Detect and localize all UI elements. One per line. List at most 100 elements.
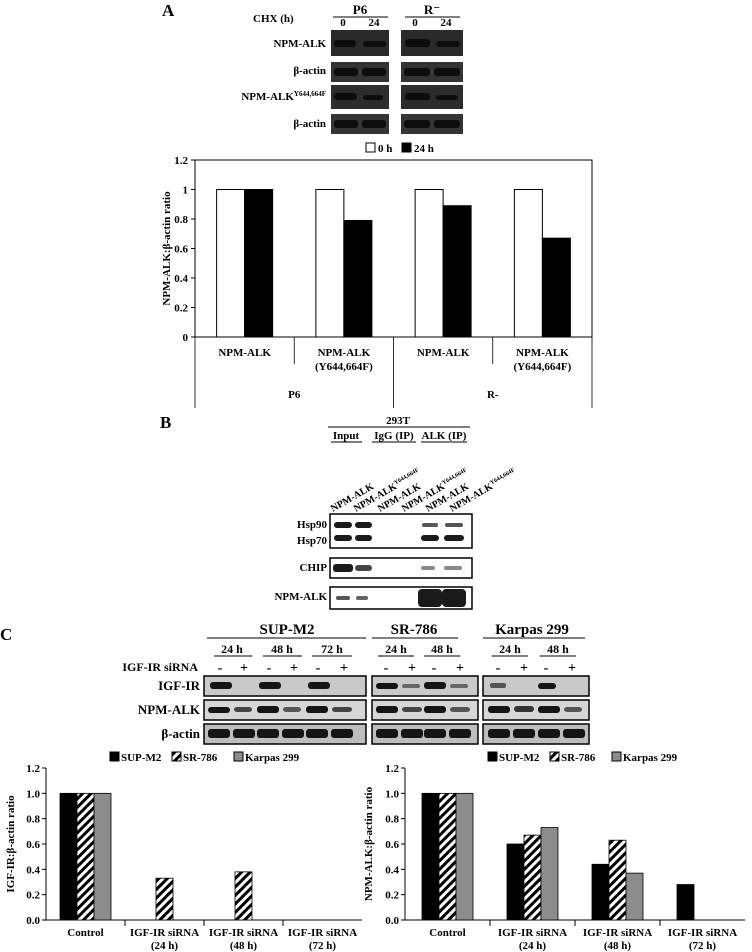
cell-line-293t: 293T [386, 415, 411, 427]
cell-line-supm2: SUP-M2 [260, 622, 315, 638]
legend-swatch [171, 751, 182, 762]
y-tick-label: 1.2 [385, 763, 399, 775]
panel-b-blot-labels: Hsp90 Hsp70 CHIP NPM-ALK [274, 519, 327, 603]
bar [455, 792, 474, 921]
chart-c-igfir: 0.0 0.2 0.4 0.6 0.8 1.0 1.2 IGF-IR:β-actin rati… [5, 751, 362, 952]
y-tick-label: 0.4 [26, 864, 40, 876]
sirna-label: IGF-IR siRNA [122, 660, 198, 674]
legend-label: Karpas 299 [245, 752, 300, 764]
panel-c-timepoints: 24 h 48 h 72 h 24 h 48 h 24 h 48 h [214, 642, 576, 657]
group-label: R- [487, 389, 499, 401]
legend-swatch [401, 142, 412, 153]
legend-swatch [611, 751, 622, 762]
y-tick-label: 0.0 [385, 915, 399, 927]
panel-a-blot-labels: NPM-ALK β-actin NPM-ALKY644,664F β-actin [241, 38, 326, 130]
legend: SUP-M2 SR-786 Karpas 299 [487, 751, 678, 764]
category-label: Control [67, 927, 103, 939]
blot-image [331, 62, 389, 82]
legend-label: Karpas 299 [623, 752, 678, 764]
legend-label: SR-786 [561, 752, 596, 764]
bar [513, 189, 543, 338]
minus-sign: - [384, 661, 389, 676]
y-tick-label: 0.8 [26, 814, 40, 826]
y-tick-label: 1.2 [26, 763, 40, 775]
y-tick-label: 0.2 [174, 303, 188, 315]
timepoint-label: 0 [412, 17, 418, 29]
y-axis-label: NPM-ALK:β-actin ratio [363, 786, 375, 901]
y-tick-label: 0.0 [26, 915, 40, 927]
legend-label: SR-786 [183, 752, 218, 764]
bar [234, 871, 253, 921]
plus-sign: + [340, 661, 348, 676]
category-label: NPM-ALK [218, 347, 271, 359]
blot-label: NPM-ALK [274, 591, 327, 603]
blot-label-superscript: Y644,664F [294, 90, 326, 98]
minus-sign: - [267, 661, 272, 676]
legend-swatch [487, 751, 498, 762]
panel-c-blot-labels: IGF-IR NPM-ALK β-actin [138, 678, 201, 741]
plus-sign: + [290, 661, 298, 676]
panel-b-blots [329, 513, 473, 610]
y-tick-label: 0.2 [385, 890, 399, 902]
blot-label: β-actin [293, 118, 326, 130]
bar [93, 792, 112, 921]
blot-label: NPM-ALK [273, 38, 326, 50]
bar [59, 792, 78, 921]
cell-line-p6: P6 [353, 2, 368, 17]
plus-sign: + [240, 661, 248, 676]
y-axis-label: NPM-ALK:β-actin ratio [161, 191, 173, 306]
bar [421, 792, 440, 921]
legend-swatch [549, 751, 560, 762]
blot-label: CHIP [300, 562, 328, 574]
blot-image [203, 675, 367, 697]
y-tick-label: 0 [183, 332, 189, 344]
timepoint-label: 24 h [499, 642, 521, 656]
group-input: Input [333, 430, 360, 442]
blot-label: β-actin [293, 65, 326, 77]
chx-label: CHX (h) [253, 13, 294, 25]
legend-label: 24 h [414, 143, 434, 155]
bar [506, 843, 525, 921]
y-tick-label: 0.4 [174, 273, 188, 285]
blot-label: IGF-IR [158, 678, 201, 693]
bar [676, 884, 695, 921]
legend-swatch [365, 142, 376, 153]
minus-sign: - [432, 661, 437, 676]
bar [625, 872, 644, 921]
category-sublabel: (48 h) [230, 940, 258, 952]
y-tick-label: 0.6 [26, 839, 40, 851]
legend-swatch [109, 751, 120, 762]
category-sublabel: (Y644,664F) [514, 361, 572, 373]
category-sublabel: (24 h) [151, 940, 179, 952]
plus-sign: + [568, 661, 576, 676]
blot-image [401, 114, 463, 134]
legend-label: 0 h [378, 143, 392, 155]
minus-sign: - [544, 661, 549, 676]
y-axis-label: IGF-IR:β-actin ratio [5, 795, 17, 893]
bar [541, 237, 571, 338]
legend: SUP-M2 SR-786 Karpas 299 [109, 751, 300, 764]
blot-label: NPM-ALKY644,664F [241, 90, 326, 103]
timepoint-label: 48 h [547, 642, 569, 656]
panel-a-letter: A [162, 1, 175, 20]
y-tick-label: 0.6 [174, 244, 188, 256]
y-tick-label: 1.2 [174, 155, 188, 167]
y-tick-label: 1.0 [26, 788, 40, 800]
bar [608, 839, 627, 921]
bar [442, 205, 472, 338]
category-sublabel: (Y644,664F) [315, 361, 373, 373]
panel-c-letter: C [0, 625, 12, 644]
timepoint-label: 72 h [321, 642, 343, 656]
category-label: IGF-IR siRNA [498, 927, 567, 939]
category-label: NPM-ALK [417, 347, 470, 359]
chart-a: 0 0.2 0.4 0.6 0.8 1 1.2 NPM-ALK:β-actin ratio 0 … [161, 142, 593, 408]
bar [155, 877, 174, 921]
legend: 0 h 24 h [365, 142, 434, 155]
timepoint-label: 24 h [385, 642, 407, 656]
bar [216, 189, 246, 338]
cell-line-karpas: Karpas 299 [495, 622, 569, 638]
category-label: NPM-ALK [516, 347, 569, 359]
y-tick-label: 1.0 [385, 788, 399, 800]
minus-sign: - [218, 661, 223, 676]
group-alk: ALK (IP) [422, 430, 467, 442]
